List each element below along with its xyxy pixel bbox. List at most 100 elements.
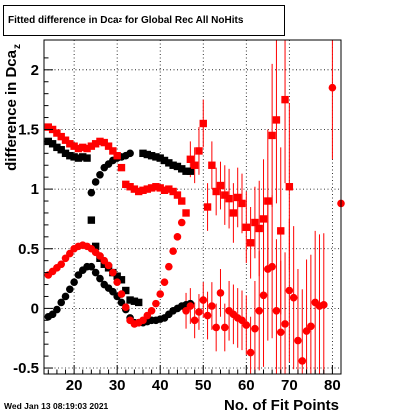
data-point-square <box>117 276 126 284</box>
data-point-square <box>113 272 121 280</box>
y-tick-label: 2 <box>31 62 39 79</box>
y-tick-label: 1.5 <box>18 121 39 138</box>
data-point-square <box>70 142 78 150</box>
data-point-square <box>113 152 121 160</box>
plot-frame <box>43 39 342 375</box>
data-point-square <box>268 131 276 140</box>
data-point-square <box>66 152 74 160</box>
data-point-circle <box>246 348 255 357</box>
data-point-square <box>134 187 143 196</box>
data-point-square <box>61 136 70 144</box>
data-point-square <box>130 297 139 305</box>
data-point-square <box>143 185 152 193</box>
y-tick-label: 1 <box>31 181 39 198</box>
data-point-circle <box>91 268 100 277</box>
y-axis-label-subscript: z <box>12 44 23 49</box>
data-point-square <box>152 153 160 161</box>
data-point-square <box>160 156 169 165</box>
data-point-square <box>83 154 91 162</box>
data-point-square <box>48 140 57 148</box>
data-point-square <box>259 215 268 223</box>
data-point-square <box>277 227 285 235</box>
data-point-square <box>79 143 87 152</box>
x-tick-label: 60 <box>238 377 255 394</box>
data-point-square <box>53 143 61 152</box>
data-point-square <box>281 95 289 104</box>
data-point-circle <box>160 278 169 286</box>
data-point-circle <box>57 260 66 269</box>
data-point-square <box>74 154 83 162</box>
data-point-circle <box>208 302 216 310</box>
data-point-circle <box>289 293 298 302</box>
x-tick-label: 50 <box>195 377 212 394</box>
data-point-circle <box>195 308 203 316</box>
data-point-square <box>130 185 139 193</box>
data-point-circle <box>259 291 268 300</box>
x-tick-label: 40 <box>152 377 169 394</box>
data-point-square <box>285 183 294 191</box>
data-point-square <box>221 191 229 199</box>
chart-title-main: Fitted difference in Dca <box>8 15 119 26</box>
data-point-circle <box>165 262 173 271</box>
data-point-square <box>104 142 113 150</box>
data-point-circle <box>268 262 276 271</box>
x-tick-label: 30 <box>109 377 126 394</box>
data-point-square <box>165 185 173 193</box>
y-tick-label: -0.5 <box>13 360 39 377</box>
y-axis-label-main: difference in Dca <box>3 49 20 171</box>
data-point-square <box>165 159 173 167</box>
data-point-square <box>203 203 212 211</box>
x-tick-label: 70 <box>281 377 298 394</box>
data-point-square <box>122 286 130 295</box>
chart-title-suffix: for Global Rec All NoHits <box>122 15 244 26</box>
data-point-square <box>229 209 238 217</box>
data-point-square <box>96 137 104 146</box>
timestamp: Wed Jan 13 08:19:03 2021 <box>4 401 109 411</box>
data-point-circle <box>272 306 281 315</box>
data-point-circle <box>126 149 134 158</box>
x-tick-label: 20 <box>66 377 83 394</box>
data-point-square <box>91 242 100 251</box>
data-point-square <box>195 147 203 155</box>
data-point-square <box>100 138 108 147</box>
data-point-circle <box>104 261 113 270</box>
y-axis-label: difference in Dcaz <box>3 44 23 171</box>
data-point-circle <box>57 298 66 307</box>
data-point-circle <box>147 306 156 315</box>
data-point-square <box>57 132 65 141</box>
data-point-circle <box>276 328 285 337</box>
data-point-square <box>147 152 156 160</box>
data-point-circle <box>212 323 220 332</box>
data-point-square <box>173 162 182 171</box>
plot-grid <box>44 40 341 374</box>
data-point-square <box>238 199 246 208</box>
data-point-square <box>225 194 233 203</box>
data-point-square <box>79 153 87 161</box>
data-point-circle <box>173 233 182 241</box>
y-tick-label: 0 <box>31 300 39 317</box>
data-point-square <box>61 149 70 158</box>
data-point-circle <box>53 305 61 314</box>
data-point-circle <box>203 311 212 320</box>
data-point-circle <box>186 302 195 310</box>
data-point-square <box>246 239 255 247</box>
x-tick-label: 80 <box>324 377 341 394</box>
data-point-square <box>152 183 160 191</box>
data-markers <box>44 83 345 365</box>
data-point-circle <box>96 274 104 283</box>
data-point-square <box>208 161 216 169</box>
data-point-circle <box>66 285 74 294</box>
data-point-circle <box>113 278 121 286</box>
data-point-square <box>117 163 126 172</box>
data-point-circle <box>87 262 96 271</box>
data-point-square <box>233 193 242 202</box>
data-point-square <box>147 184 156 192</box>
data-point-circle <box>169 247 177 255</box>
data-point-square <box>139 149 147 158</box>
data-point-square <box>182 167 190 175</box>
data-point-square <box>160 186 169 194</box>
data-point-square <box>272 116 281 124</box>
data-point-circle <box>156 290 165 298</box>
data-point-circle <box>177 218 186 227</box>
data-point-square <box>178 165 186 173</box>
